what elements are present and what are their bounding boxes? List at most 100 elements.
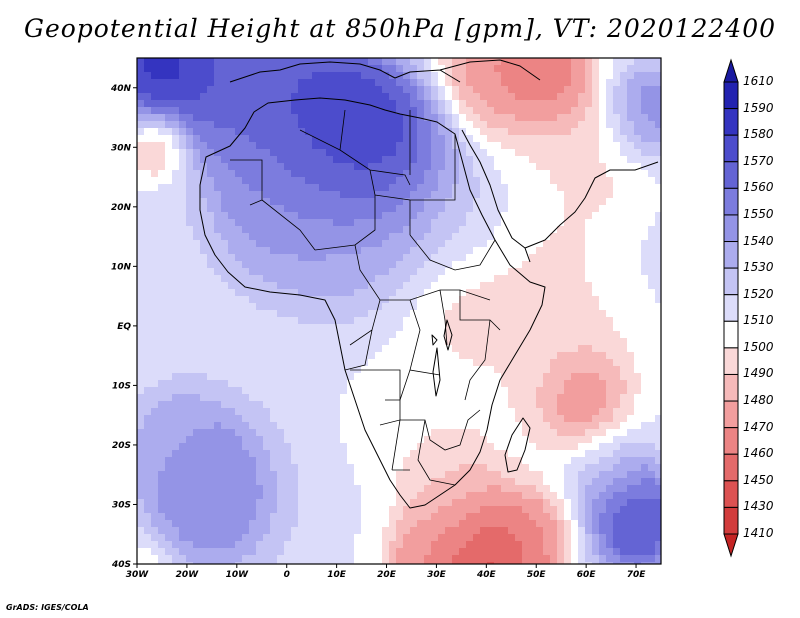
field-cell [312,79,320,87]
field-cell [494,429,502,437]
field-cell [242,513,250,521]
field-cell [550,121,558,129]
field-cell [389,191,397,199]
field-cell [186,212,194,220]
field-cell [263,506,271,514]
field-cell [634,345,642,353]
field-cell [207,86,215,94]
field-cell [641,212,649,220]
field-cell [158,513,166,521]
field-cell [550,142,558,150]
field-cell [277,128,285,136]
field-cell [305,275,313,283]
field-cell [263,107,271,115]
field-cell [543,310,551,318]
field-cell [242,471,250,479]
field-cell [333,58,341,66]
field-cell [165,254,173,262]
field-cell [382,450,390,458]
field-cell [592,296,600,304]
field-cell [242,478,250,486]
field-cell [403,499,411,507]
field-cell [389,177,397,185]
field-cell [214,212,222,220]
field-cell [144,177,152,185]
field-cell [256,520,264,528]
field-cell [508,268,516,276]
field-cell [319,184,327,192]
field-cell [410,247,418,255]
field-cell [144,359,152,367]
field-cell [326,415,334,423]
field-cell [648,114,656,122]
field-cell [291,100,299,108]
field-cell [193,219,201,227]
field-cell [256,387,264,395]
field-cell [459,93,467,101]
field-cell [172,387,180,395]
field-cell [403,65,411,73]
field-cell [634,135,642,143]
field-cell [438,415,446,423]
field-cell [312,191,320,199]
field-cell [536,219,544,227]
field-cell [361,506,369,514]
field-cell [263,163,271,171]
field-cell [515,254,523,262]
field-cell [431,156,439,164]
field-cell [312,401,320,409]
field-cell [326,478,334,486]
field-cell [298,233,306,241]
field-cell [438,149,446,157]
field-cell [361,205,369,213]
field-cell [144,142,152,150]
field-cell [480,233,488,241]
field-cell [571,380,579,388]
field-cell [151,128,159,136]
field-cell [627,198,635,206]
field-cell [256,289,264,297]
field-cell [438,93,446,101]
field-cell [347,387,355,395]
field-cell [382,359,390,367]
field-cell [599,282,607,290]
field-cell [648,303,656,311]
field-cell [452,366,460,374]
field-cell [326,198,334,206]
field-cell [277,58,285,66]
field-cell [627,142,635,150]
field-cell [606,506,614,514]
field-cell [536,436,544,444]
field-cell [333,275,341,283]
field-cell [620,149,628,157]
field-cell [620,184,628,192]
field-cell [417,450,425,458]
field-cell [361,261,369,269]
field-cell [438,422,446,430]
field-cell [172,142,180,150]
field-cell [501,408,509,416]
field-cell [606,464,614,472]
field-cell [368,303,376,311]
field-cell [515,394,523,402]
field-cell [389,429,397,437]
field-cell [452,478,460,486]
field-cell [557,408,565,416]
field-cell [396,513,404,521]
field-cell [599,366,607,374]
field-cell [508,191,516,199]
field-cell [368,282,376,290]
field-cell [144,114,152,122]
field-cell [445,135,453,143]
field-cell [508,394,516,402]
field-cell [354,261,362,269]
field-cell [277,436,285,444]
field-cell [550,310,558,318]
field-cell [438,443,446,451]
field-cell [207,79,215,87]
field-cell [165,275,173,283]
field-cell [242,436,250,444]
field-cell [193,142,201,150]
field-cell [550,380,558,388]
field-cell [599,142,607,150]
